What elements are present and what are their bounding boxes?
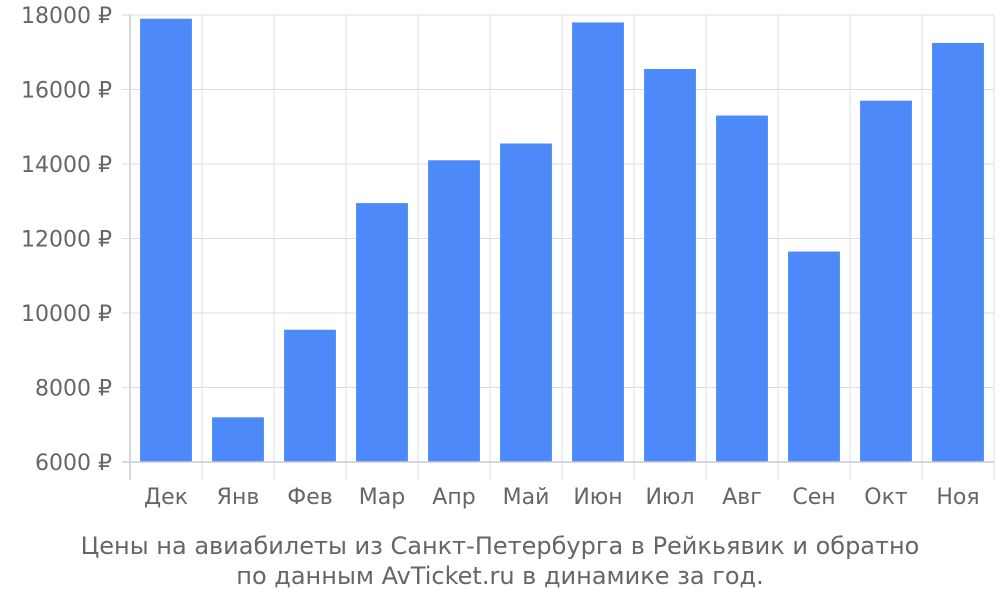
- grid-lines: [122, 14, 995, 480]
- x-tick-label: Мар: [359, 485, 405, 510]
- price-bar-chart: 6000 ₽ 8000 ₽ 10000 ₽ 12000 ₽ 14000 ₽ 16000 ₽…: [21, 4, 995, 510]
- bar: [716, 115, 768, 462]
- bar: [788, 251, 840, 462]
- x-tick-label: Июн: [573, 485, 622, 510]
- bar: [644, 69, 696, 462]
- bar: [284, 329, 336, 462]
- x-tick-label: Май: [503, 485, 550, 510]
- bar: [572, 22, 624, 462]
- x-tick-label: Сен: [792, 485, 835, 510]
- x-tick-label: Ноя: [936, 485, 979, 510]
- bar: [932, 42, 984, 462]
- bar: [212, 417, 264, 462]
- x-tick-label: Апр: [432, 485, 475, 510]
- y-tick-label: 14000 ₽: [21, 153, 112, 178]
- y-tick-label: 16000 ₽: [21, 79, 112, 104]
- x-tick-label: Янв: [217, 485, 260, 510]
- x-tick-label: Авг: [722, 485, 762, 510]
- y-tick-label: 18000 ₽: [21, 4, 112, 29]
- y-axis-labels: 6000 ₽ 8000 ₽ 10000 ₽ 12000 ₽ 14000 ₽ 16000 ₽…: [21, 4, 112, 476]
- y-tick-label: 6000 ₽: [35, 451, 112, 476]
- y-tick-label: 8000 ₽: [35, 377, 112, 402]
- chart-caption-line-1: Цены на авиабилеты из Санкт-Петербурга в…: [80, 532, 920, 560]
- y-tick-label: 12000 ₽: [21, 228, 112, 253]
- bar: [428, 160, 480, 462]
- axes: [122, 15, 994, 480]
- bar: [860, 100, 912, 463]
- y-tick-label: 10000 ₽: [21, 302, 112, 327]
- bar: [356, 203, 408, 463]
- bar: [140, 18, 192, 462]
- x-tick-label: Фев: [287, 485, 332, 510]
- x-tick-label: Окт: [864, 485, 908, 510]
- chart-caption-line-2: по данным AvTicket.ru в динамике за год.: [236, 562, 764, 590]
- bar-series: [140, 18, 984, 463]
- x-tick-label: Июл: [645, 485, 694, 510]
- bar: [500, 143, 552, 462]
- x-axis-labels: Дек Янв Фев Мар Апр Май Июн Июл Авг Сен Окт Ноя: [144, 485, 980, 510]
- x-tick-label: Дек: [144, 485, 188, 510]
